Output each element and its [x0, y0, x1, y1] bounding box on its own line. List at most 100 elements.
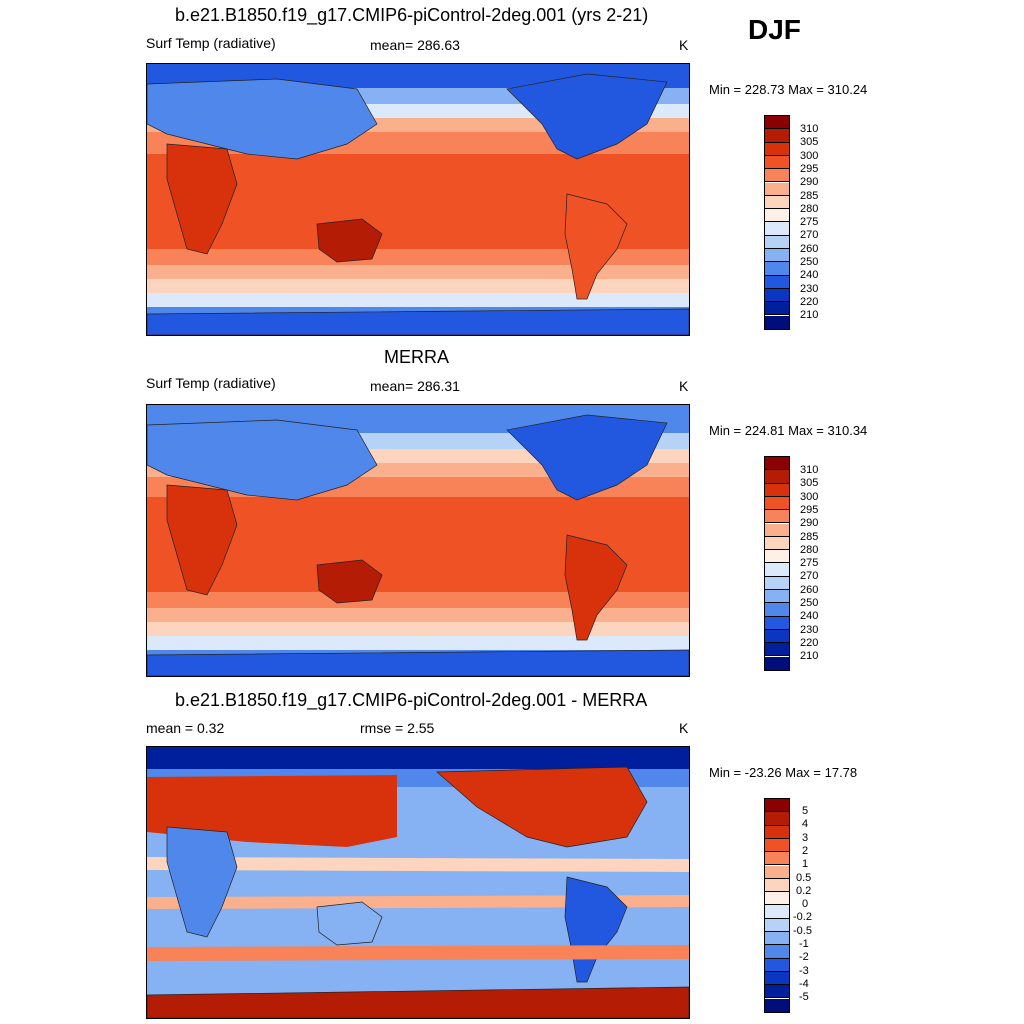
cbar1-label: 300: [800, 150, 819, 162]
panel3-antarctica: [147, 986, 689, 1018]
cbar2-box: [765, 496, 789, 511]
panel2-title: MERRA: [384, 347, 450, 367]
panel2-band-h: [147, 622, 689, 636]
cbar1-box: [765, 169, 789, 183]
panel2-eurasia: [147, 419, 378, 501]
cbar2-label: 270: [800, 570, 819, 582]
cbar1-box: [765, 182, 789, 196]
panel3-rmse-label: rmse = 2.55: [360, 720, 435, 736]
cbar3-box: [765, 918, 789, 932]
cbar2-box: [765, 563, 789, 577]
cbar2-box: [765, 483, 789, 497]
cbar3-label: -0.5: [793, 925, 812, 937]
panel2-south-america: [564, 534, 628, 641]
panel1-band-i: [147, 293, 689, 307]
panel2-band-i: [147, 636, 689, 650]
cbar2-label: 280: [800, 544, 819, 556]
cbar2-box: [765, 576, 789, 590]
panel2-north-america: [506, 414, 668, 501]
panel3-band-d: [147, 945, 689, 961]
cbar3-label: 2: [802, 845, 809, 857]
cbar3-label: -1: [799, 938, 809, 950]
cbar3-box: [765, 892, 789, 906]
panel3-band-c: [147, 895, 689, 909]
cbar3-box: [765, 998, 789, 1012]
cbar3-label: 3: [802, 832, 809, 844]
cbar3-box: [765, 932, 789, 946]
cbar2-box: [765, 536, 789, 551]
cbar1-box: [765, 249, 789, 263]
cbar1-box: [765, 288, 789, 303]
panel2-africa: [166, 484, 238, 596]
cbar1-label: 270: [800, 229, 819, 241]
cbar3-label: -5: [799, 991, 809, 1003]
cbar2-label: 260: [800, 584, 819, 596]
cbar3-box: [765, 878, 789, 893]
cbar1-label: 285: [800, 190, 819, 202]
cbar1-label: 250: [800, 256, 819, 268]
panel1-antarctica: [147, 308, 689, 335]
cbar3-box: [765, 971, 789, 986]
panel3-arctic-band: [147, 747, 689, 769]
cbar3-label: -0.2: [793, 911, 812, 923]
cbar1-label: 210: [800, 309, 819, 321]
cbar2-box: [765, 510, 789, 524]
cbar2-label: 305: [800, 477, 819, 489]
cbar3-box: [765, 865, 789, 879]
cbar2-label: 295: [800, 504, 819, 516]
cbar2-label: 240: [800, 610, 819, 622]
cbar3-label: 1: [802, 858, 809, 870]
cbar1-label: 280: [800, 203, 819, 215]
panel1-africa: [166, 143, 238, 255]
cbar2-label: 300: [800, 491, 819, 503]
cbar2-box: [765, 656, 789, 670]
panel1-variable-label: Surf Temp (radiative): [146, 35, 276, 51]
panel2-australia: [316, 559, 383, 604]
cbar3-label: -4: [799, 978, 809, 990]
cbar1-box: [765, 235, 789, 249]
cbar3-box: [765, 852, 789, 866]
cbar2-label: 310: [800, 464, 819, 476]
panel2-band-g: [147, 608, 689, 622]
cbar2-box: [765, 550, 789, 564]
panel2-band-f: [147, 592, 689, 608]
panel3-band-b: [147, 857, 689, 872]
cbar1-box: [765, 275, 789, 289]
panel1-australia: [316, 218, 383, 263]
cbar1-label: 220: [800, 296, 819, 308]
cbar3-label: 0.5: [796, 872, 812, 884]
panel3-africa: [166, 826, 238, 938]
cbar2-label: 220: [800, 637, 819, 649]
panel1-map: [146, 63, 690, 336]
panel1-band-f: [147, 249, 689, 265]
panel3-eurasia-warm: [147, 775, 397, 847]
cbar2-box: [765, 590, 789, 604]
cbar2-label: 275: [800, 557, 819, 569]
panel3-colorbar: [764, 798, 790, 1013]
cbar1-label: 305: [800, 136, 819, 148]
panel1-south-america: [564, 193, 628, 300]
cbar1-box: [765, 222, 789, 236]
cbar3-label: 4: [802, 818, 809, 830]
panel2-mean-label: mean= 286.31: [370, 378, 460, 394]
cbar2-label: 230: [800, 624, 819, 636]
cbar1-label: 275: [800, 216, 819, 228]
cbar1-box: [765, 129, 789, 143]
cbar2-label: 250: [800, 597, 819, 609]
cbar1-label: 240: [800, 269, 819, 281]
cbar3-label: 0: [802, 898, 809, 910]
cbar1-label: 230: [800, 283, 819, 295]
cbar1-box: [765, 116, 789, 130]
cbar3-box: [765, 825, 789, 839]
panel2-variable-label: Surf Temp (radiative): [146, 375, 276, 391]
cbar3-label: 5: [802, 805, 809, 817]
panel1-minmax-label: Min = 228.73 Max = 310.24: [709, 82, 868, 97]
cbar3-box: [765, 905, 789, 919]
cbar1-box: [765, 209, 789, 223]
cbar3-box: [765, 958, 789, 972]
cbar1-label: 310: [800, 123, 819, 135]
panel1-units-label: K: [679, 37, 689, 53]
cbar1-box: [765, 315, 789, 329]
panel2-map: [146, 404, 690, 677]
cbar1-box: [765, 155, 789, 170]
